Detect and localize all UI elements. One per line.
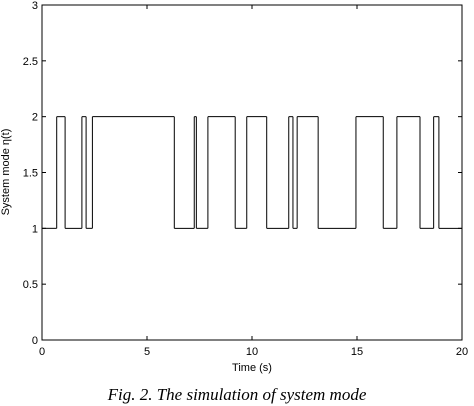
x-axis-label: Time (s) (232, 362, 272, 374)
x-tick-label: 0 (39, 346, 45, 358)
y-tick-label: 2.5 (23, 56, 38, 68)
x-tick-label: 5 (144, 346, 150, 358)
y-tick-label: 1.5 (23, 168, 38, 180)
x-tick-label: 10 (246, 346, 258, 358)
y-axis-label: System mode η(t) (0, 129, 12, 216)
y-tick-label: 0 (32, 335, 38, 347)
y-tick-label: 1 (32, 223, 38, 235)
x-tick-label: 15 (351, 346, 363, 358)
plot-frame (41, 4, 463, 341)
y-tick-label: 0.5 (23, 279, 38, 291)
caption: Fig. 2. The simulation of system mode (107, 385, 367, 404)
y-tick-label: 2 (32, 112, 38, 124)
y-tick-label: 3 (32, 0, 38, 12)
x-tick-label: 20 (456, 346, 468, 358)
